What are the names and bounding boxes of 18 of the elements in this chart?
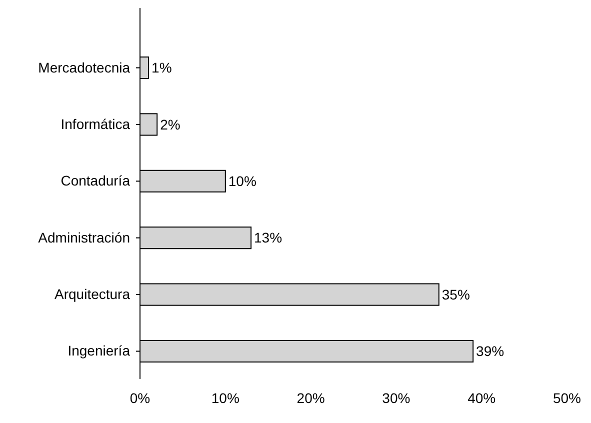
data-label: 1%: [152, 60, 172, 76]
x-tick-label: 10%: [211, 390, 240, 406]
x-tick-label: 20%: [296, 390, 325, 406]
x-tick-label: 40%: [468, 390, 496, 406]
x-tick-label: 0%: [130, 390, 150, 406]
y-tick-label: Administración: [38, 229, 130, 246]
data-label: 10%: [228, 173, 256, 190]
y-tick-label: Mercadotecnia: [38, 59, 130, 76]
y-tick-label: Ingeniería: [68, 342, 130, 359]
x-tick-label: 30%: [382, 390, 410, 406]
x-tick-label: 50%: [552, 390, 582, 406]
y-tick-label: Informática: [60, 116, 130, 132]
data-label: 2%: [160, 116, 180, 132]
y-tick-label: Arquitectura: [54, 286, 130, 302]
data-label: 13%: [254, 230, 282, 246]
data-label: 39%: [476, 343, 504, 360]
y-tick-label: Contaduría: [60, 172, 130, 189]
data-label: 35%: [442, 286, 470, 302]
